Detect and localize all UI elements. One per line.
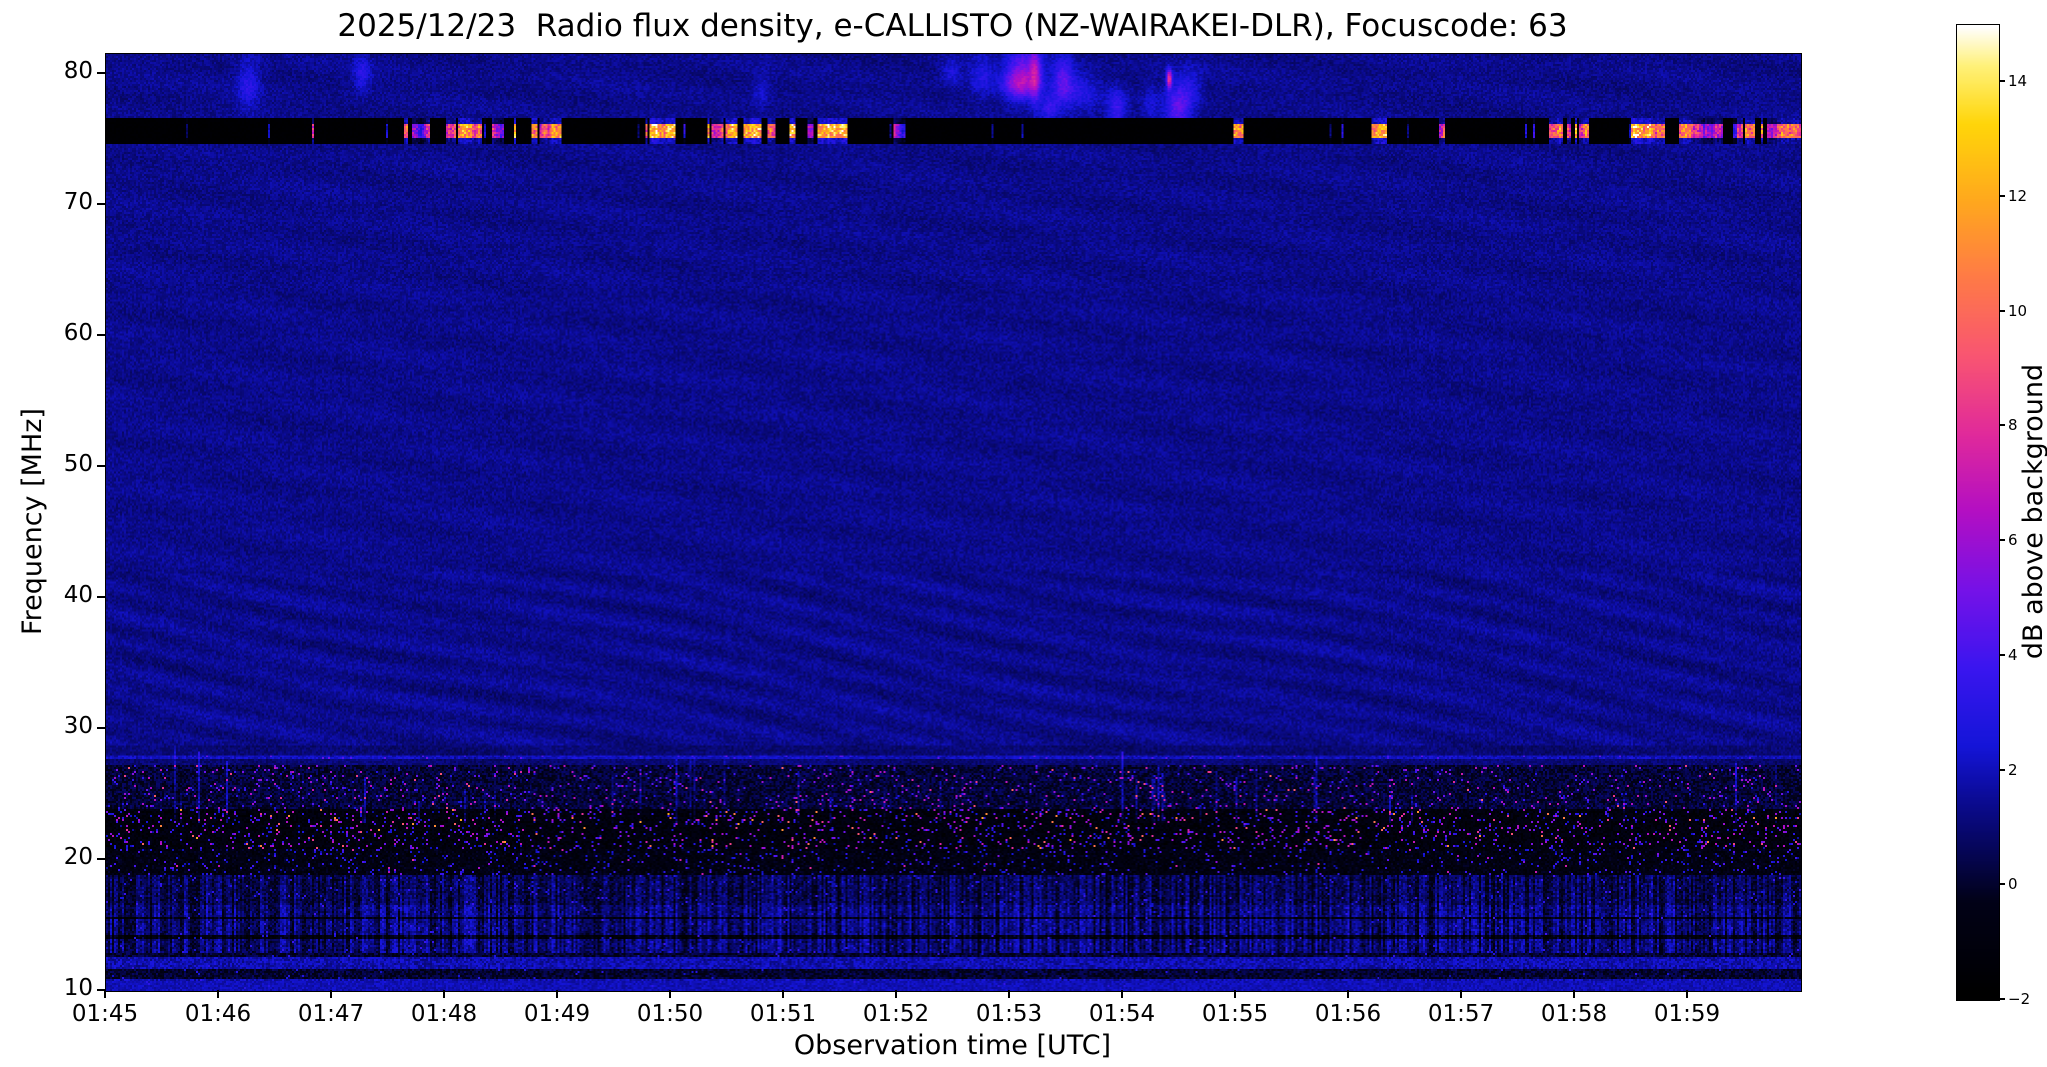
colorbar-tick-label: 12 [2008,187,2028,206]
colorbar-tick-label: 6 [2008,531,2018,550]
y-tick-label: 20 [63,843,93,870]
colorbar-tick-label: 14 [2008,72,2028,91]
y-tick-label: 80 [63,57,93,84]
colorbar-tick-label: 4 [2008,645,2018,664]
x-tick-label: 01:53 [975,1001,1043,1027]
colorbar-gradient [1956,24,2000,1001]
x-tick-mark [1008,990,1010,998]
x-tick-mark [104,990,106,998]
x-tick-label: 01:51 [749,1001,817,1027]
x-axis-label: Observation time [UTC] [793,1030,1112,1061]
y-tick-label: 70 [63,188,93,215]
spectrogram-heatmap [105,53,1802,992]
x-tick-mark [556,990,558,998]
y-tick-label: 50 [63,450,93,477]
colorbar-tick-label: 8 [2008,416,2018,435]
x-tick-mark [330,990,332,998]
x-tick-label: 01:57 [1427,1001,1495,1027]
x-tick-label: 01:55 [1201,1001,1269,1027]
x-tick-mark [443,990,445,998]
colorbar-tick-mark [2000,195,2005,198]
colorbar-tick-label: 10 [2008,301,2028,320]
y-tick-mark [97,989,105,991]
y-tick-mark [97,71,105,74]
colorbar-tick-mark [2000,539,2005,542]
x-tick-label: 01:58 [1540,1001,1608,1027]
colorbar-tick-label: 2 [2008,760,2018,779]
x-tick-mark [895,990,897,998]
y-tick-mark [97,202,105,205]
x-tick-label: 01:54 [1088,1001,1156,1027]
x-tick-mark [669,990,671,998]
x-tick-mark [782,990,784,998]
x-tick-mark [217,990,219,998]
y-tick-mark [97,857,105,860]
y-tick-label: 30 [63,712,93,739]
x-tick-mark [1573,990,1575,998]
y-tick-mark [97,726,105,729]
x-tick-mark [1460,990,1462,998]
colorbar-tick-mark [2000,80,2005,83]
colorbar-label: dB above background [2018,363,2047,660]
x-tick-mark [1234,990,1236,998]
y-tick-label: 40 [63,581,93,608]
y-tick-mark [97,464,105,467]
x-tick-mark [1347,990,1349,998]
x-tick-label: 01:56 [1314,1001,1382,1027]
x-tick-label: 01:50 [636,1001,704,1027]
x-tick-label: 01:59 [1653,1001,1721,1027]
colorbar-tick-mark [2000,883,2005,886]
colorbar-tick-mark [2000,768,2005,771]
y-tick-label: 60 [63,319,93,346]
x-tick-label: 01:49 [523,1001,591,1027]
x-tick-label: 01:52 [862,1001,930,1027]
colorbar-tick-mark [2000,309,2005,312]
x-tick-mark [1686,990,1688,998]
colorbar-tick-mark [2000,998,2005,1000]
colorbar-tick-label: −2 [2008,990,2031,1008]
y-tick-mark [97,333,105,336]
y-tick-label: 10 [63,975,93,1001]
y-tick-mark [97,595,105,598]
x-tick-label: 01:45 [71,1001,139,1027]
colorbar-label-box: dB above background [2018,24,2047,999]
chart-title: 2025/12/23 Radio flux density, e-CALLIST… [337,8,1568,44]
x-tick-label: 01:48 [410,1001,478,1027]
colorbar-tick-label: 0 [2008,875,2018,894]
x-tick-label: 01:47 [297,1001,365,1027]
colorbar-tick-mark [2000,424,2005,427]
x-tick-label: 01:46 [184,1001,252,1027]
colorbar-tick-mark [2000,653,2005,656]
x-tick-mark [1121,990,1123,998]
